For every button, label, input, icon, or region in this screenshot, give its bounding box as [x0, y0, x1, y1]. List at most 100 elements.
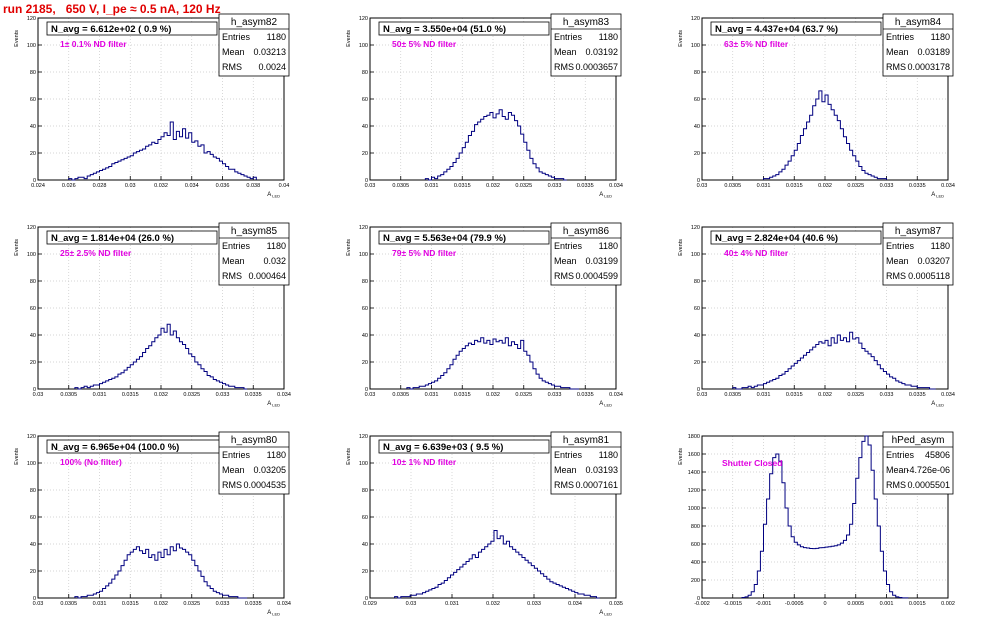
stat-label: Entries	[886, 450, 915, 460]
histogram-panel-h_asym85: 0.03 0.0305 0.031 0.0315 0.032 0.0325 0.033 0.0…	[14, 222, 291, 408]
stat-value: 0.0004599	[575, 271, 618, 281]
y-tick-label: 0	[365, 387, 368, 393]
x-tick-label: 0.031	[445, 601, 459, 607]
y-axis-label: Events	[678, 30, 684, 47]
stat-value: 1180	[267, 32, 286, 42]
y-tick-label: 100	[359, 43, 368, 49]
x-tick-label: 0.0315	[786, 392, 803, 398]
x-tick-label: 0.031	[757, 392, 771, 398]
stat-value: 0.0007161	[575, 480, 618, 490]
x-tick-label: 0.034	[941, 183, 955, 189]
x-tick-label: 0.0325	[847, 392, 864, 398]
histogram-steps-h_asym86	[406, 337, 580, 390]
stat-value: 0.0005118	[908, 271, 950, 281]
y-tick-label: 100	[691, 43, 700, 49]
navg-box	[378, 21, 550, 36]
histogram-panel-h_asym87: 0.03 0.0305 0.031 0.0315 0.032 0.0325 0.033 0.0…	[678, 222, 955, 408]
x-tick-label: 0.03	[365, 183, 376, 189]
y-tick-label: 40	[694, 124, 700, 130]
filter-note: 79± 5% ND filter	[392, 248, 457, 258]
y-tick-label: 60	[694, 306, 700, 312]
x-tick-label: 0.0325	[515, 183, 532, 189]
stat-label: Entries	[554, 450, 583, 460]
stat-value: 1180	[267, 241, 286, 251]
y-tick-label: 0	[697, 178, 700, 184]
x-axis-label: ALED	[267, 192, 280, 199]
y-tick-label: 40	[362, 124, 368, 130]
stat-label: Entries	[222, 450, 251, 460]
filter-note: Shutter Closed	[722, 458, 782, 468]
y-tick-label: 600	[691, 542, 700, 548]
hist-name: h_asym81	[563, 435, 610, 446]
x-tick-label: 0.034	[185, 183, 199, 189]
y-tick-label: 20	[694, 360, 700, 366]
y-tick-label: 400	[691, 560, 700, 566]
stat-value: 0.032	[263, 256, 286, 266]
y-axis-label: Events	[346, 448, 352, 465]
navg-text: N_avg = 6.612e+02 ( 0.9 %)	[51, 24, 171, 35]
navg-text: N_avg = 6.639e+03 ( 9.5 %)	[383, 442, 503, 453]
stat-value: 1180	[599, 450, 618, 460]
x-tick-label: 0.002	[941, 601, 955, 607]
stats-box	[550, 222, 622, 286]
y-tick-label: 40	[694, 333, 700, 339]
x-tick-label: -0.0015	[723, 601, 742, 607]
y-tick-label: 60	[362, 306, 368, 312]
stat-label: RMS	[886, 480, 906, 490]
y-axis-label: Events	[346, 239, 352, 256]
x-tick-label: 0.0305	[724, 183, 741, 189]
stat-label: RMS	[886, 62, 906, 72]
stat-value: 45806	[925, 450, 950, 460]
x-tick-label: 0.032	[486, 601, 500, 607]
run-title: run 2185, 650 V, I_pe ≈ 0.5 nA, 120 Hz	[3, 2, 221, 16]
stats-box	[218, 13, 290, 77]
navg-text: N_avg = 4.437e+04 (63.7 %)	[715, 24, 838, 35]
histogram-panel-h_asym81: 0.029 0.03 0.031 0.032 0.033 0.034 0.035 0 20 40 6…	[346, 431, 623, 617]
y-tick-label: 40	[30, 333, 36, 339]
navg-box	[46, 21, 218, 36]
x-tick-label: 0.03	[125, 183, 136, 189]
navg-box	[378, 439, 550, 454]
x-tick-label: 0.03	[406, 601, 417, 607]
x-tick-label: 0.036	[216, 183, 230, 189]
x-tick-label: 0.0315	[786, 183, 803, 189]
x-tick-label: -0.0005	[785, 601, 804, 607]
navg-box	[46, 230, 218, 245]
y-tick-label: 0	[365, 596, 368, 602]
x-tick-label: 0.032	[486, 392, 500, 398]
x-axis-label: ALED	[599, 610, 612, 617]
stats-box	[882, 431, 954, 495]
histogram-steps-h_asym87	[732, 331, 936, 390]
x-tick-label: 0.033	[216, 392, 230, 398]
stat-value: 0.03189	[917, 47, 950, 57]
x-axis-label: ALED	[267, 401, 280, 408]
stat-label: Mean	[222, 47, 245, 57]
x-tick-label: 0.033	[548, 183, 562, 189]
histogram-panel-h_asym84: 0.03 0.0305 0.031 0.0315 0.032 0.0325 0.033 0.0…	[678, 13, 955, 199]
x-tick-label: 0.028	[93, 183, 107, 189]
y-axis-label: Events	[678, 448, 684, 465]
y-tick-label: 40	[362, 542, 368, 548]
x-tick-label: 0.033	[548, 392, 562, 398]
x-tick-label: 0.038	[246, 183, 260, 189]
stat-value: 0.0003178	[907, 62, 950, 72]
stat-value: 0.03213	[253, 47, 286, 57]
x-tick-label: 0.0315	[122, 392, 139, 398]
x-axis-label: ALED	[599, 401, 612, 408]
y-tick-label: 20	[362, 360, 368, 366]
filter-note: 25± 2.5% ND filter	[60, 248, 132, 258]
y-tick-label: 80	[30, 279, 36, 285]
y-axis-label: Events	[14, 239, 20, 256]
y-tick-label: 100	[27, 252, 36, 258]
stat-label: Mean	[554, 47, 577, 57]
y-tick-label: 100	[359, 461, 368, 467]
x-tick-label: 0.0315	[454, 392, 471, 398]
stat-value: 0.0005501	[907, 480, 950, 490]
hist-name: h_asym84	[895, 17, 942, 28]
y-tick-label: 1400	[688, 470, 700, 476]
stat-label: Entries	[222, 241, 251, 251]
stat-value: 1180	[267, 450, 286, 460]
y-tick-label: 0	[33, 387, 36, 393]
x-tick-label: 0	[823, 601, 826, 607]
